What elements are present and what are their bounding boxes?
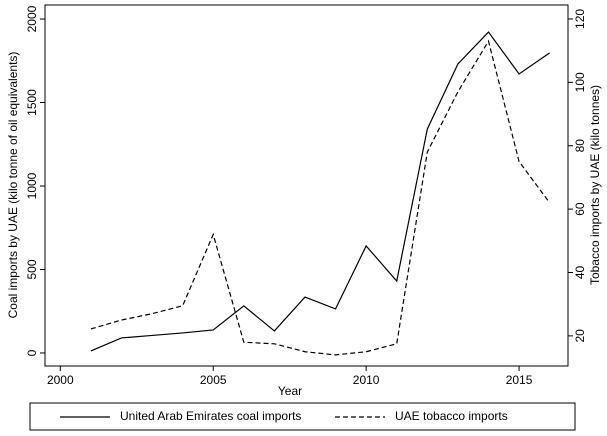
y-tick-label: 500 [25, 259, 39, 279]
y2-tick-label: 100 [573, 72, 587, 92]
y2-tick-label: 80 [573, 139, 587, 153]
y-axis-label: Coal imports by UAE (kilo tonne of oil e… [6, 52, 20, 319]
plot-frame [44, 4, 569, 367]
y2-axis-label: Tobacco imports by UAE (kilo tonnes) [588, 85, 602, 285]
series-line [90, 31, 550, 352]
legend-box [29, 402, 576, 431]
x-tick-label: 2015 [506, 373, 533, 387]
x-tick-label: 2000 [47, 373, 74, 387]
y-tick-label: 0 [25, 349, 39, 356]
y2-tick-label: 60 [573, 202, 587, 216]
x-axis-label: Year [278, 384, 302, 398]
x-tick-label: 2005 [200, 373, 227, 387]
y2-tick-label: 20 [573, 329, 587, 343]
legend-label: UAE tobacco imports [395, 409, 508, 423]
y2-tick-label: 40 [573, 266, 587, 280]
series-line [90, 39, 551, 356]
y-tick-label: 1000 [25, 172, 39, 199]
y2-tick-label: 120 [573, 9, 587, 29]
legend-label: United Arab Emirates coal imports [120, 409, 301, 423]
y-tick-label: 2000 [25, 5, 39, 32]
x-tick-label: 2010 [353, 373, 380, 387]
y-tick-label: 1500 [25, 89, 39, 116]
